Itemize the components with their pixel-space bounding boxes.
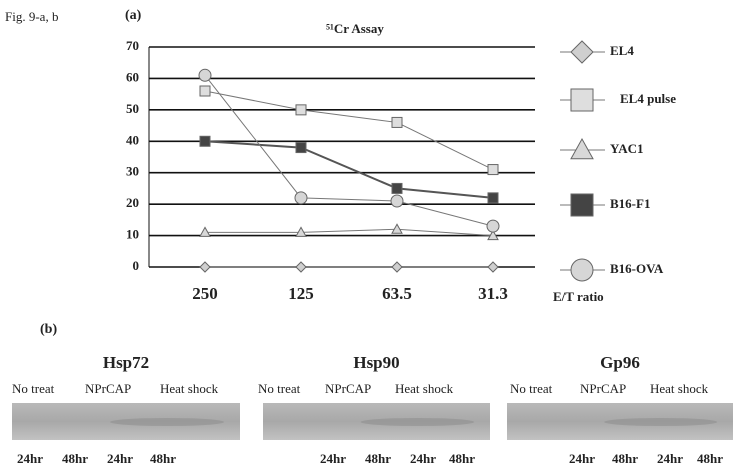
lane-label: 48hr <box>612 451 638 466</box>
y-tick-label: 70 <box>126 38 139 53</box>
marker <box>200 136 210 146</box>
x-tick-label: 31.3 <box>478 284 508 303</box>
marker <box>391 195 403 207</box>
figure: Fig. 9-a, b (a) ⁵¹Cr Assay E/T ratio (b)… <box>0 0 740 471</box>
marker <box>199 69 211 81</box>
marker <box>392 224 402 233</box>
panel-label: (b) <box>40 322 57 337</box>
marker <box>392 117 402 127</box>
x-tick-label: 63.5 <box>382 284 412 303</box>
treatment-label: No treat <box>12 381 55 396</box>
treatment-label: No treat <box>258 381 301 396</box>
marker <box>392 183 402 193</box>
x-tick-label: 250 <box>192 284 218 303</box>
legend-label: YAC1 <box>610 141 643 156</box>
treatment-label: Heat shock <box>395 381 454 396</box>
series-line <box>205 141 493 198</box>
lane-label: 48hr <box>62 451 88 466</box>
marker <box>488 193 498 203</box>
y-tick-label: 0 <box>133 258 140 273</box>
lane-label: 24hr <box>107 451 133 466</box>
lane-label: 48hr <box>150 451 176 466</box>
legend-marker <box>571 139 593 159</box>
marker <box>488 262 498 272</box>
y-tick-label: 50 <box>126 101 139 116</box>
legend-marker <box>571 41 593 63</box>
blot-title: Hsp72 <box>103 353 149 372</box>
legend-marker <box>571 259 593 281</box>
treatment-label: Heat shock <box>650 381 709 396</box>
lane-label: 24hr <box>17 451 43 466</box>
marker <box>392 262 402 272</box>
marker <box>296 105 306 115</box>
marker <box>488 165 498 175</box>
y-tick-label: 40 <box>126 132 139 147</box>
lane-label: 48hr <box>365 451 391 466</box>
marker <box>296 143 306 153</box>
legend-label: EL4 pulse <box>620 91 676 106</box>
legend-marker <box>571 194 593 216</box>
treatment-label: NPrCAP <box>325 381 371 396</box>
series-line <box>205 229 493 235</box>
blot-band <box>110 418 224 426</box>
y-tick-label: 60 <box>126 69 139 84</box>
y-tick-label: 30 <box>126 164 139 179</box>
lane-label: 48hr <box>449 451 475 466</box>
marker <box>200 262 210 272</box>
blots: Hsp72 No treat NPrCAP Heat shock 24hr 48hr 24h… <box>12 353 733 466</box>
figure-label: Fig. 9-a, b <box>5 9 58 24</box>
marker <box>296 262 306 272</box>
blot-band <box>361 418 475 426</box>
marker <box>487 220 499 232</box>
legend-label: B16-F1 <box>610 196 650 211</box>
blot-title: Gp96 <box>600 353 640 372</box>
blot-title: Hsp90 <box>353 353 399 372</box>
treatment-label: NPrCAP <box>85 381 131 396</box>
lane-label: 24hr <box>320 451 346 466</box>
y-tick-label: 10 <box>126 227 139 242</box>
lane-label: 24hr <box>657 451 683 466</box>
lane-label: 24hr <box>410 451 436 466</box>
marker <box>295 192 307 204</box>
lane-label: 48hr <box>697 451 723 466</box>
legend-label: B16-OVA <box>610 261 664 276</box>
treatment-label: No treat <box>510 381 553 396</box>
treatment-label: NPrCAP <box>580 381 626 396</box>
chart-title: ⁵¹Cr Assay <box>326 21 384 36</box>
blot-band <box>604 418 717 426</box>
lane-label: 24hr <box>569 451 595 466</box>
y-tick-label: 20 <box>126 195 139 210</box>
x-tick-label: 125 <box>288 284 314 303</box>
treatment-label: Heat shock <box>160 381 219 396</box>
legend-marker <box>571 89 593 111</box>
marker <box>200 86 210 96</box>
panel-label: (a) <box>125 8 142 23</box>
x-axis-label: E/T ratio <box>553 289 604 304</box>
legend-label: EL4 <box>610 43 634 58</box>
